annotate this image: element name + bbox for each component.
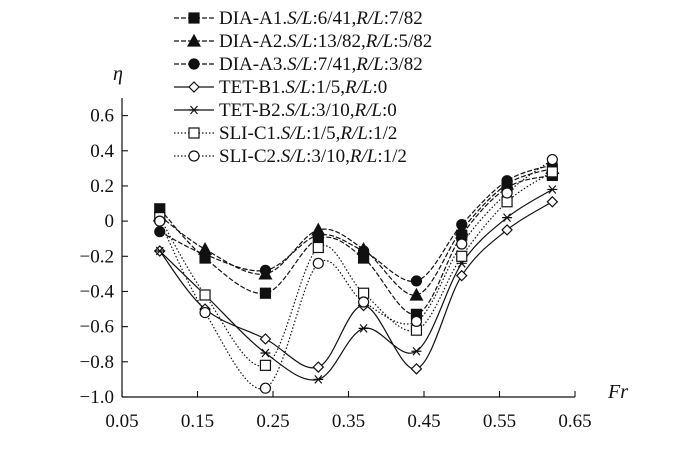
data-point (409, 287, 424, 301)
data-point (260, 348, 271, 358)
data-point (455, 269, 468, 282)
series-1 (154, 169, 558, 320)
data-point (312, 241, 324, 254)
legend: DIA-A1.S/L:6/41,R/L:7/82DIA-A2.S/L:13/82… (174, 8, 432, 167)
legend-label: TET-B2.S/L:3/10,R/L:0 (219, 100, 397, 121)
y-tick-label: −0.6 (80, 317, 114, 338)
data-point (199, 248, 211, 261)
legend-entry: TET-B1.S/L:1/5,R/L:0 (174, 77, 387, 98)
legend-marker (188, 12, 200, 24)
data-point (547, 185, 558, 194)
legend-label: DIA-A3.S/L:7/41,R/L:3/82 (219, 54, 423, 75)
data-point (456, 219, 468, 231)
data-point (358, 324, 369, 333)
y-tick-label: −0.8 (80, 352, 114, 373)
series-line (159, 171, 553, 367)
legend-label: SLI-C2.S/L:3/10,R/L:1/2 (219, 146, 407, 167)
legend-label: DIA-A1.S/L:6/41,R/L:7/82 (219, 8, 423, 29)
legend-marker (188, 81, 200, 93)
data-point (410, 363, 423, 375)
data-point (154, 215, 166, 227)
x-tick-label: 0.65 (558, 411, 591, 432)
series-line (159, 174, 553, 315)
legend-label: TET-B1.S/L:1/5,R/L:0 (219, 77, 387, 98)
y-tick-label: −1.0 (80, 387, 114, 408)
data-point (259, 333, 272, 345)
data-point (312, 361, 325, 373)
y-tick-label: 0 (105, 211, 115, 232)
data-point (199, 289, 211, 301)
series-layer (152, 153, 560, 394)
x-tick-label: 0.25 (256, 411, 289, 432)
legend-label: SLI-C1.S/L:1/5,R/L:1/2 (219, 123, 397, 144)
y-tick-label: 0.6 (90, 106, 114, 127)
data-point (501, 187, 513, 199)
data-point (410, 275, 423, 287)
legend-marker (188, 150, 200, 162)
data-point (259, 359, 272, 371)
data-point (312, 229, 324, 241)
data-point (546, 195, 559, 208)
ticks: 0.6 0.4 0.2 0 −0.2 −0.4 −0.6 −0.8 −1.0 0.05 0.15 0.… (80, 106, 592, 432)
data-point (456, 238, 468, 250)
data-point (259, 287, 272, 299)
legend-marker (189, 105, 199, 115)
data-point (358, 296, 370, 308)
data-point (501, 175, 513, 187)
legend-marker (186, 33, 202, 47)
data-point (313, 375, 324, 384)
data-point (259, 264, 272, 276)
x-tick-label: 0.35 (332, 411, 365, 432)
data-point (501, 224, 513, 236)
legend-label: DIA-A2.S/L:13/82,R/L:5/82 (219, 31, 432, 52)
series-line (159, 167, 553, 296)
y-tick-label: −0.4 (80, 281, 115, 302)
legend-entry: TET-B2.S/L:3/10,R/L:0 (174, 100, 397, 121)
data-point (259, 382, 272, 394)
series-6 (154, 166, 558, 371)
data-point (199, 306, 211, 319)
data-point (456, 250, 468, 262)
y-axis-label: η (113, 63, 123, 85)
data-point (546, 153, 558, 166)
legend-entry: DIA-A1.S/L:6/41,R/L:7/82 (174, 8, 423, 29)
y-tick-label: −0.2 (80, 246, 114, 267)
x-tick-label: 0.15 (181, 411, 214, 432)
series-7 (154, 153, 558, 394)
series-line (159, 159, 553, 390)
x-tick-label: 0.45 (407, 411, 440, 432)
data-point (411, 346, 422, 356)
series-3 (154, 159, 558, 287)
data-point (546, 166, 558, 178)
legend-entry: SLI-C1.S/L:1/5,R/L:1/2 (174, 123, 397, 144)
data-point (410, 315, 423, 327)
data-point (312, 257, 324, 269)
legend-marker (188, 127, 200, 139)
legend-entry: DIA-A2.S/L:13/82,R/L:5/82 (174, 31, 432, 52)
legend-entry: DIA-A3.S/L:7/41,R/L:3/82 (174, 54, 423, 75)
data-point (358, 245, 370, 257)
y-tick-label: 0.2 (90, 176, 114, 197)
data-point (502, 213, 513, 222)
x-axis-label: Fr (607, 381, 628, 403)
data-point (154, 246, 165, 256)
series-2 (152, 161, 560, 301)
legend-entry: SLI-C2.S/L:3/10,R/L:1/2 (174, 146, 407, 167)
y-tick-label: 0.4 (90, 141, 114, 162)
x-tick-label: 0.55 (483, 411, 516, 432)
series-line (159, 164, 553, 282)
x-tick-label: 0.05 (105, 411, 138, 432)
legend-marker (188, 58, 200, 70)
